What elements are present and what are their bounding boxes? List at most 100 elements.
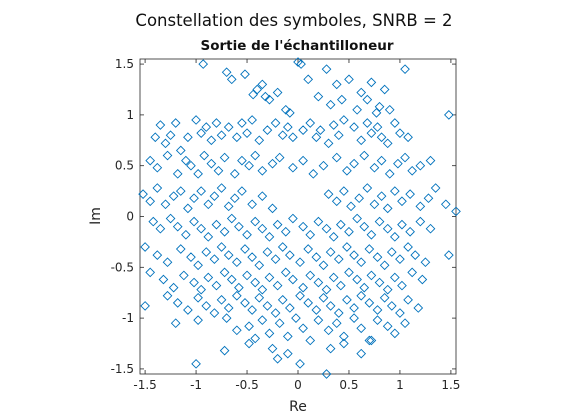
data-point [196,284,206,295]
data-point [250,277,261,288]
data-point [248,89,258,100]
data-point [211,280,222,291]
data-point [158,274,169,285]
data-point [323,138,334,149]
data-point [379,84,390,95]
data-point [262,301,273,311]
axis-ticks: -1.5 -1 -0.5 0 0.5 1 1.5 -1.5 -1 -0.5 0 0.5 1 1.5 [111,57,461,392]
data-point [232,257,242,268]
data-point [425,223,436,234]
chart-title: Sortie de l'échantilloneur [200,38,393,54]
plot-frame [139,58,457,375]
data-point [444,250,454,260]
y-tick-label: -0.5 [111,260,134,274]
data-point [356,323,367,334]
data-point [240,69,250,80]
data-point [254,292,265,303]
data-point [342,242,352,252]
data-point [364,335,375,346]
data-point [296,59,306,69]
y-tick-label: -1.5 [111,362,134,376]
data-point [257,165,268,176]
data-point [178,270,189,281]
data-point [267,203,278,214]
data-point [196,128,206,139]
data-point [223,201,234,212]
data-point [234,282,244,293]
data-point [155,223,166,234]
data-point [390,118,400,128]
data-point [366,77,377,88]
data-point [384,168,395,179]
data-point [252,84,263,95]
y-tick-label: 0.5 [115,159,134,173]
figure-suptitle: Constellation des symboles, SNRB = 2 [135,11,452,30]
data-point [325,343,336,354]
data-point [349,250,359,260]
x-tick-label: 0 [294,378,302,392]
data-point [272,353,283,364]
data-point [244,338,254,349]
y-tick-label: -1 [122,311,134,325]
data-point [272,87,283,98]
data-point [165,130,176,141]
data-point [451,206,461,217]
data-point [430,183,441,193]
data-point [250,333,261,344]
x-tick-label: 1 [396,378,404,392]
data-point [247,199,257,210]
data-point [321,64,332,74]
data-point [420,257,431,268]
data-point [298,323,308,334]
data-point [247,115,257,125]
data-point [339,338,349,349]
data-point [229,168,240,179]
data-point [379,260,390,271]
data-point [223,250,234,260]
data-point [349,122,359,132]
data-point [244,321,254,332]
data-point [272,280,283,291]
y-tick-label: 0 [126,210,134,224]
data-point [175,145,186,156]
y-tick-label: 1.5 [115,57,134,71]
data-point [213,165,224,176]
data-point [221,313,232,323]
data-point [193,315,203,325]
data-point [366,229,377,240]
data-point [397,219,407,230]
data-point [386,301,397,311]
data-point [325,247,336,257]
data-point [339,186,349,196]
x-tick-label: 0.5 [339,378,358,392]
data-point [352,213,362,224]
data-point [374,101,385,112]
data-point [186,160,196,171]
data-point [138,189,148,199]
data-point [298,221,308,232]
data-point [331,152,342,163]
data-point [362,183,373,193]
data-point [274,152,285,163]
data-point [250,216,261,227]
scatter-points [138,57,461,379]
data-point [277,294,288,305]
data-point [372,305,383,315]
data-point [323,325,334,336]
data-point [321,369,332,379]
y-axis-label: Im [88,207,104,225]
data-point [405,226,415,237]
data-point [150,132,161,143]
data-point [152,162,163,173]
data-point [352,274,362,285]
data-point [379,292,390,303]
data-point [193,260,203,271]
data-point [382,284,393,295]
data-point [148,216,159,227]
data-point [308,168,319,179]
data-point [175,244,186,254]
data-point [152,250,163,260]
data-point [303,74,314,85]
data-point [318,292,329,303]
data-point [232,132,242,143]
